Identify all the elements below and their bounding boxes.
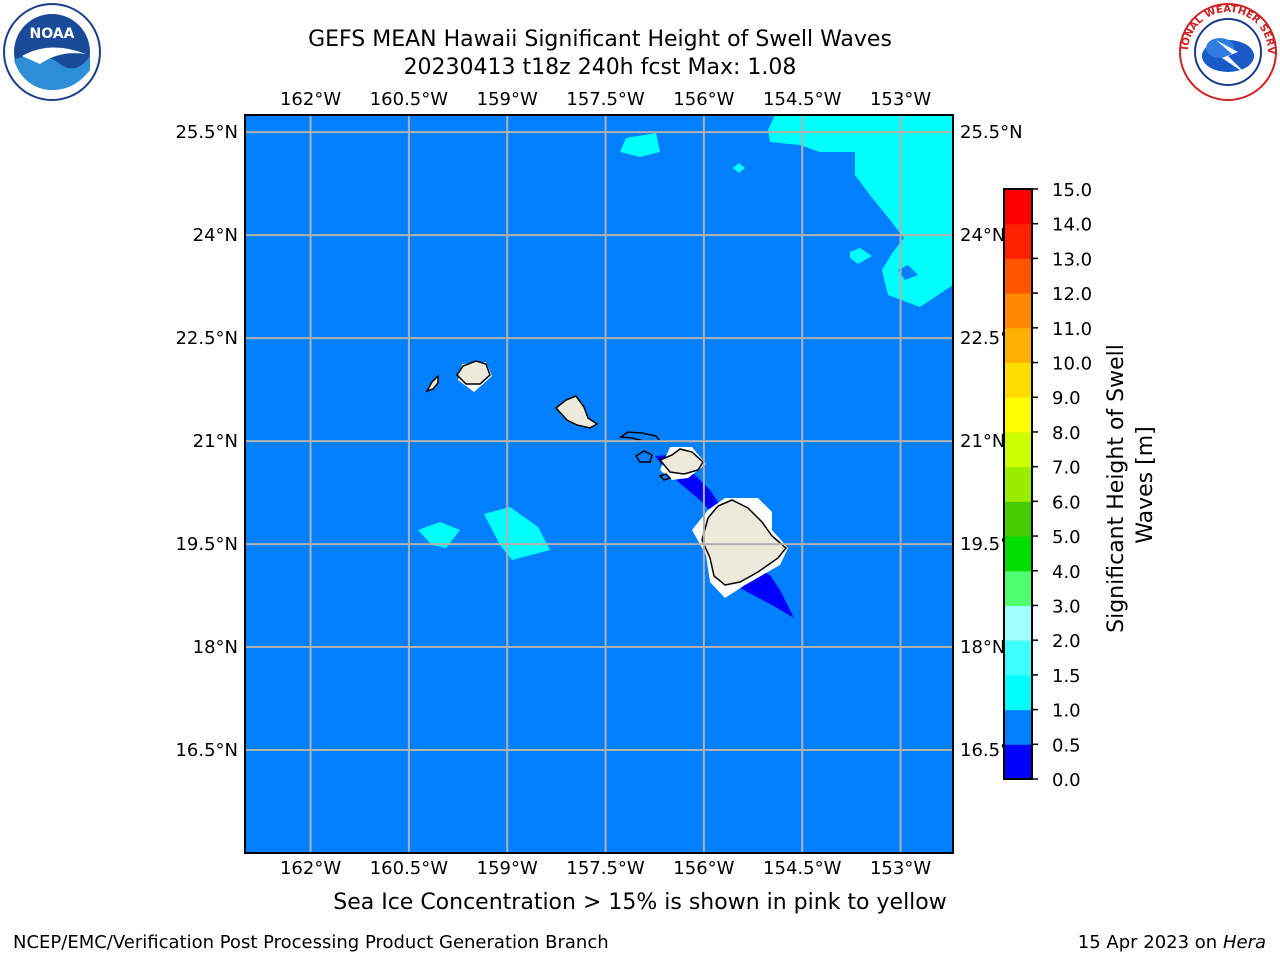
colorbar-segment xyxy=(1004,744,1032,780)
colorbar-tick-label: 13.0 xyxy=(1052,249,1092,270)
gridlines xyxy=(245,115,953,853)
lat-label-left: 22.5°N xyxy=(175,328,238,349)
lon-label-top: 162°W xyxy=(280,89,341,110)
colorbar-tick-label: 5.0 xyxy=(1052,527,1081,548)
colorbar-segment xyxy=(1004,189,1032,225)
island-lanai xyxy=(634,450,653,463)
colorbar-tick-label: 6.0 xyxy=(1052,492,1081,513)
colorbar-tick-label: 2.0 xyxy=(1052,631,1081,652)
colorbar-tick-label: 11.0 xyxy=(1052,319,1092,340)
swell-band-1-1.5m-northeast xyxy=(768,115,953,307)
footer-organization: NCEP/EMC/Verification Post Processing Pr… xyxy=(13,932,609,953)
sea-ice-note: Sea Ice Concentration > 15% is shown in … xyxy=(333,890,947,915)
lon-label-top: 160.5°W xyxy=(370,89,449,110)
colorbar-tick-label: 1.5 xyxy=(1052,666,1081,687)
colorbar-segment xyxy=(1004,327,1032,364)
swell-band-1-1.5m-south-patch xyxy=(484,507,550,560)
colorbar-segment xyxy=(1004,709,1032,745)
lon-label-bottom: 153°W xyxy=(870,858,931,879)
island-oahu xyxy=(554,395,599,429)
chart-title: GEFS MEAN Hawaii Significant Height of S… xyxy=(308,27,892,52)
lat-label-right: 25.5°N xyxy=(960,122,1023,143)
colorbar-segment xyxy=(1004,640,1032,676)
colorbar-tick-label: 0.5 xyxy=(1052,735,1081,756)
lon-label-bottom: 159°W xyxy=(477,858,538,879)
swell-band-1-1.5m-west-patch xyxy=(418,522,460,548)
colorbar-segment xyxy=(1004,605,1032,641)
lat-label-left: 16.5°N xyxy=(175,740,238,761)
map-frame xyxy=(244,114,954,854)
colorbar-label: Significant Height of Swell Waves [m] xyxy=(1104,337,1158,633)
lon-label-bottom: 157.5°W xyxy=(566,858,645,879)
swell-band-1-1.5m-dot xyxy=(733,163,745,173)
swell-band-0.5-1m-inset xyxy=(898,265,918,280)
colorbar-tick-label: 1.0 xyxy=(1052,701,1081,722)
map-area xyxy=(245,115,953,853)
swell-band-1-1.5m-patch-2 xyxy=(850,248,872,264)
lon-label-bottom: 154.5°W xyxy=(763,858,842,879)
swell-band-1-1.5m-small-patch xyxy=(620,133,660,157)
colorbar: 0.0 0.5 1.0 1.5 2.0 3.0 4.0 5.0 6.0 7.0 8.0 9.0 10.0… xyxy=(1003,180,1092,791)
lat-label-left: 19.5°N xyxy=(175,534,238,555)
lat-label-right: 21°N xyxy=(960,431,1005,452)
island-molokai xyxy=(618,431,662,442)
island-hawaii xyxy=(701,499,788,586)
colorbar-tick-label: 7.0 xyxy=(1052,458,1081,479)
lon-label-top: 153°W xyxy=(870,89,931,110)
colorbar-tick-label: 10.0 xyxy=(1052,354,1092,375)
colorbar-tick-label: 9.0 xyxy=(1052,388,1081,409)
colorbar-segment xyxy=(1004,431,1032,468)
colorbar-segment xyxy=(1004,536,1032,572)
lat-label-left: 24°N xyxy=(193,225,238,246)
footer-date: 15 Apr 2023 on Hera xyxy=(1078,932,1266,953)
svg-text:NOAA: NOAA xyxy=(30,26,75,42)
lon-label-top: 159°W xyxy=(477,89,538,110)
colorbar-tick-label: 3.0 xyxy=(1052,596,1081,617)
colorbar-tick-label: 4.0 xyxy=(1052,562,1081,583)
colorbar-segment xyxy=(1004,570,1032,606)
lat-label-left: 18°N xyxy=(193,637,238,658)
island-kahoolawe xyxy=(658,473,672,481)
colorbar-segment xyxy=(1004,362,1032,398)
lon-label-top: 154.5°W xyxy=(763,89,842,110)
lon-label-top: 156°W xyxy=(673,89,734,110)
colorbar-frame xyxy=(1003,188,1033,780)
ocean-background xyxy=(245,115,953,853)
lat-label-right: 18°N xyxy=(960,637,1005,658)
noaa-logo: NOAA xyxy=(3,3,101,101)
lon-label-bottom: 156°W xyxy=(673,858,734,879)
colorbar-tick-label: 8.0 xyxy=(1052,423,1081,444)
footer-date-text: 15 Apr 2023 on xyxy=(1077,932,1223,953)
colorbar-segment xyxy=(1004,293,1032,329)
colorbar-segment xyxy=(1004,258,1032,294)
island-niihau xyxy=(425,374,439,393)
colorbar-segment xyxy=(1004,674,1032,711)
island-kauai xyxy=(456,360,491,385)
lat-label-left: 25.5°N xyxy=(175,122,238,143)
colorbar-tick-label: 12.0 xyxy=(1052,284,1092,305)
colorbar-segment xyxy=(1004,223,1032,259)
lon-label-top: 157.5°W xyxy=(566,89,645,110)
lat-label-right: 24°N xyxy=(960,225,1005,246)
lat-label-left: 21°N xyxy=(193,431,238,452)
colorbar-tick-label: 0.0 xyxy=(1052,770,1081,791)
lon-label-bottom: 162°W xyxy=(280,858,341,879)
axis-labels: 162°W 162°W 160.5°W 160.5°W 159°W 159°W 157.5°… xyxy=(175,89,1022,879)
colorbar-tick-label: 14.0 xyxy=(1052,215,1092,236)
colorbar-segment xyxy=(1004,466,1032,502)
lon-label-bottom: 160.5°W xyxy=(370,858,449,879)
national-weather-service-logo: NATIONAL WEATHER SERVICE xyxy=(1176,0,1277,101)
footer-host: Hera xyxy=(1222,932,1266,953)
colorbar-segment xyxy=(1004,397,1032,433)
chart-subtitle: 20230413 t18z 240h fcst Max: 1.08 xyxy=(403,55,797,80)
colorbar-segment xyxy=(1004,501,1032,537)
colorbar-tick-label: 15.0 xyxy=(1052,180,1092,201)
